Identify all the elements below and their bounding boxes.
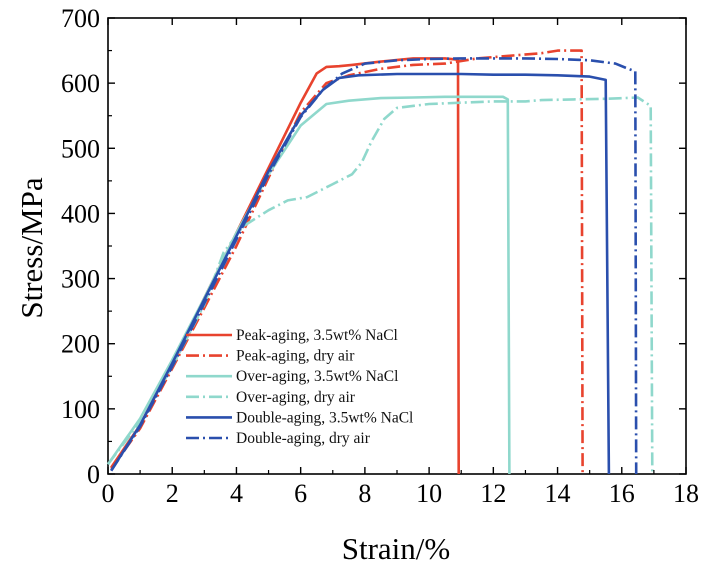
legend-label-3: Over-aging, dry air: [236, 389, 356, 406]
plot-frame: [107, 17, 687, 475]
series-line-3: [106, 96, 654, 475]
legend-label-1: Peak-aging, dry air: [236, 348, 355, 365]
legend-label-4: Double-aging, 3.5wt% NaCl: [236, 409, 413, 426]
legend-label-5: Double-aging, dry air: [236, 430, 371, 447]
x-tick-label-7: 14: [545, 479, 571, 508]
x-tick-label-6: 12: [480, 479, 506, 508]
x-tick-label-0: 0: [102, 479, 115, 508]
y-tick-label-4: 400: [61, 199, 100, 228]
x-tick-label-1: 2: [166, 479, 179, 508]
series-line-1: [110, 49, 584, 475]
plot-frame-layer: [107, 17, 687, 475]
y-tick-label-2: 200: [61, 330, 100, 359]
ticks-layer: 0 2 4 6 8 10 12 14 16 18 0 100 200 300 400 500 600 700: [61, 4, 699, 508]
legend-label-2: Over-aging, 3.5wt% NaCl: [236, 368, 398, 385]
x-tick-label-4: 8: [358, 479, 371, 508]
legend: Peak-aging, 3.5wt% NaCl Peak-aging, dry a…: [186, 327, 413, 447]
series-line-5: [110, 57, 638, 475]
x-tick-label-3: 6: [294, 479, 307, 508]
y-axis-title: Stress/MPa: [14, 177, 49, 318]
x-tick-label-2: 4: [230, 479, 243, 508]
y-tick-label-5: 500: [61, 134, 100, 163]
legend-label-0: Peak-aging, 3.5wt% NaCl: [236, 327, 398, 344]
x-tick-label-5: 10: [416, 479, 442, 508]
y-tick-label-0: 0: [87, 460, 100, 489]
y-tick-label-6: 600: [61, 69, 100, 98]
series-layer: [106, 49, 654, 475]
x-axis-title: Strain/%: [342, 531, 451, 566]
x-tick-label-9: 18: [673, 479, 699, 508]
y-tick-label-3: 300: [61, 265, 100, 294]
x-tick-label-8: 16: [609, 479, 635, 508]
y-tick-label-1: 100: [61, 395, 100, 424]
y-tick-label-7: 700: [61, 4, 100, 33]
series-line-4: [110, 72, 611, 475]
